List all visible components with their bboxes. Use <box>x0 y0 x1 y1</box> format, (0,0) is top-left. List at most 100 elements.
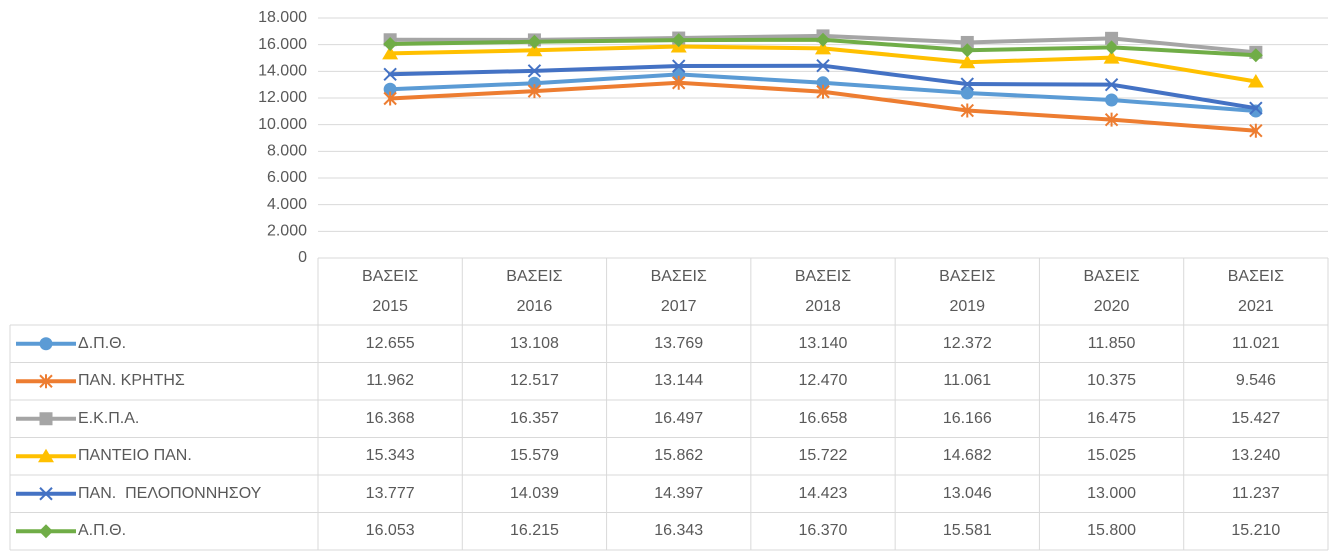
y-tick-label: 4.000 <box>267 196 307 213</box>
table-value: 12.470 <box>798 372 848 390</box>
marker <box>38 448 54 463</box>
x-category-label: ΒΑΣΕΙΣ 2016 <box>462 262 606 322</box>
table-value: 16.166 <box>942 409 992 427</box>
table-value: 12.517 <box>509 372 559 390</box>
marker <box>1104 112 1119 127</box>
marker <box>1248 48 1263 63</box>
marker <box>816 32 830 47</box>
table-value: 15.427 <box>1231 409 1281 427</box>
table-value: 15.579 <box>509 447 559 465</box>
table-value: 14.682 <box>942 447 992 465</box>
marker <box>960 103 974 118</box>
x-category-label: ΒΑΣΕΙΣ 2019 <box>895 262 1039 322</box>
table-value: 15.210 <box>1231 522 1281 540</box>
marker <box>39 374 53 389</box>
marker <box>527 34 542 49</box>
legend-label: ΠΑΝΤΕΙΟ ΠΑΝ. <box>78 447 192 465</box>
table-value: 16.215 <box>509 522 559 540</box>
table-value: 15.862 <box>654 447 704 465</box>
marker <box>960 77 974 91</box>
marker <box>959 54 976 69</box>
category-text: ΒΑΣΕΙΣ 2021 <box>1227 268 1284 315</box>
table-value: 16.497 <box>654 409 704 427</box>
legend-label: ΠΑΝ. ΚΡΗΤΗΣ <box>78 372 185 390</box>
table-value: 13.046 <box>942 484 992 502</box>
table-value: 15.025 <box>1087 447 1137 465</box>
table-value: 13.777 <box>365 484 415 502</box>
table-value: 11.061 <box>943 372 992 390</box>
marker <box>671 33 686 48</box>
marker <box>383 67 397 82</box>
marker <box>39 412 53 426</box>
table-value: 13.000 <box>1087 484 1137 502</box>
table-value: 16.475 <box>1087 409 1137 427</box>
table-value: 9.546 <box>1235 372 1276 390</box>
category-text: ΒΑΣΕΙΣ 2019 <box>939 268 996 315</box>
marker <box>39 487 53 501</box>
legend-label: Ε.Κ.Π.Α. <box>78 409 140 427</box>
table-value: 15.343 <box>365 447 415 465</box>
table-value: 13.769 <box>654 334 704 352</box>
y-tick-label: 10.000 <box>258 116 307 133</box>
table-value: 12.372 <box>942 334 992 352</box>
legend-label: Α.Π.Θ. <box>78 522 127 540</box>
y-tick-label: 8.000 <box>267 143 307 160</box>
marker <box>960 35 974 49</box>
marker <box>383 91 397 106</box>
marker <box>39 337 53 351</box>
x-category-label: ΒΑΣΕΙΣ 2018 <box>751 262 895 322</box>
marker <box>672 67 686 81</box>
marker <box>816 84 830 99</box>
marker <box>1104 40 1119 55</box>
marker <box>383 36 398 51</box>
table-value: 13.240 <box>1231 447 1281 465</box>
category-text: ΒΑΣΕΙΣ 2016 <box>506 268 563 315</box>
marker <box>39 524 53 539</box>
table-value: 16.368 <box>365 409 415 427</box>
marker <box>960 86 974 100</box>
table-value: 11.021 <box>1231 334 1280 352</box>
table-value: 13.140 <box>798 334 848 352</box>
category-text: ΒΑΣΕΙΣ 2018 <box>794 268 852 315</box>
table-value: 15.722 <box>798 447 848 465</box>
category-text: ΒΑΣΕΙΣ 2017 <box>650 268 707 315</box>
y-tick-label: 6.000 <box>267 169 307 186</box>
table-value: 12.655 <box>365 334 415 352</box>
marker <box>526 42 543 57</box>
marker <box>382 45 399 60</box>
table-value: 16.370 <box>798 522 848 540</box>
marker <box>1104 77 1119 92</box>
y-tick-label: 14.000 <box>258 63 307 80</box>
x-category-label: ΒΑΣΕΙΣ 2021 <box>1184 262 1328 322</box>
table-value: 16.658 <box>798 409 848 427</box>
marker <box>960 43 975 58</box>
marker <box>816 58 830 73</box>
table-value: 14.039 <box>509 484 559 502</box>
x-category-label: ΒΑΣΕΙΣ 2017 <box>607 262 751 322</box>
y-tick-label: 0 <box>298 249 307 266</box>
table-value: 11.850 <box>1087 334 1136 352</box>
marker <box>1249 101 1263 115</box>
table-value: 11.962 <box>366 372 415 390</box>
category-text: ΒΑΣΕΙΣ 2020 <box>1083 268 1140 315</box>
table-value: 13.108 <box>509 334 559 352</box>
marker <box>1105 93 1119 107</box>
category-text: ΒΑΣΕΙΣ 2015 <box>362 268 419 315</box>
marker <box>672 75 686 90</box>
table-value: 16.053 <box>365 522 415 540</box>
marker <box>815 40 831 55</box>
marker <box>383 82 397 96</box>
table-value: 16.343 <box>654 522 704 540</box>
table-value: 11.237 <box>1231 484 1280 502</box>
marker <box>1105 31 1119 45</box>
marker <box>1247 73 1264 88</box>
marker <box>527 84 542 99</box>
legend-label: ΠΑΝ. ΠΕΛΟΠΟΝΝΗΣΟΥ <box>78 484 262 502</box>
y-tick-label: 12.000 <box>258 89 307 106</box>
table-value: 14.423 <box>798 484 848 502</box>
table-value: 10.375 <box>1087 372 1137 390</box>
x-category-label: ΒΑΣΕΙΣ 2015 <box>318 262 462 322</box>
x-category-label: ΒΑΣΕΙΣ 2020 <box>1039 262 1183 322</box>
